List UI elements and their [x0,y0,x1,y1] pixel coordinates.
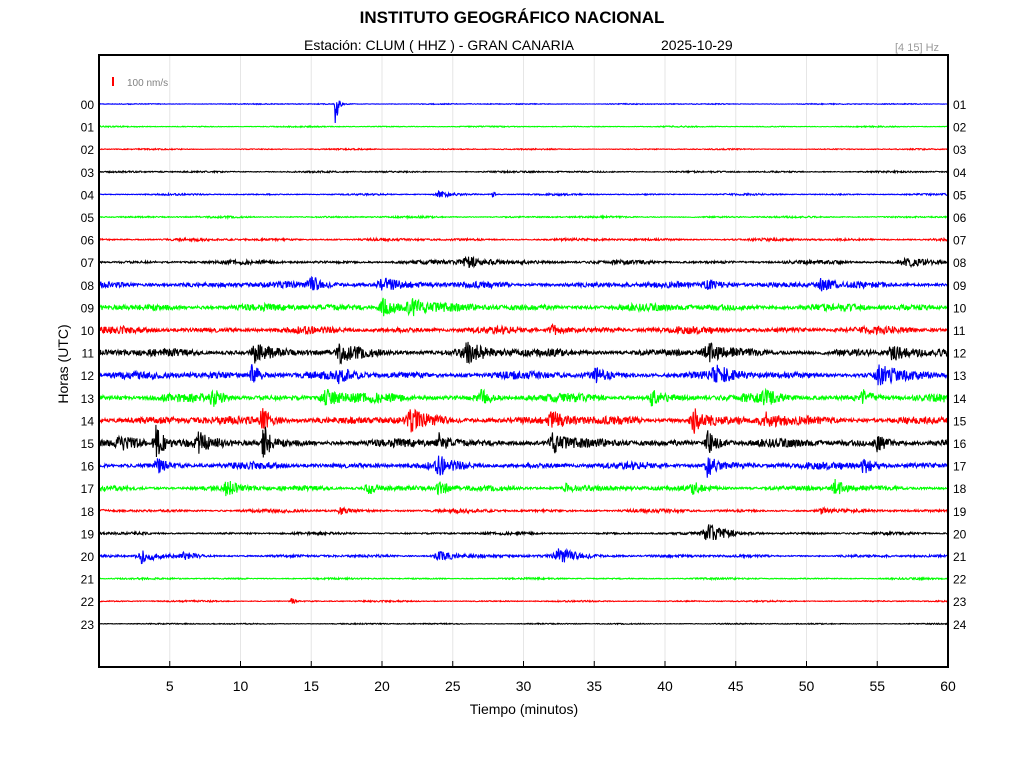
hour-label-left: 22 [81,595,95,609]
hour-label-right: 18 [953,482,967,496]
hour-label-left: 12 [81,369,95,383]
hour-label-right: 07 [953,234,967,248]
trace-hour-01 [98,124,949,129]
chart-title: INSTITUTO GEOGRÁFICO NACIONAL [359,8,665,27]
hour-label-right: 06 [953,211,967,225]
x-tick-label: 45 [728,678,744,694]
trace-hour-20 [98,547,949,565]
x-tick-label: 10 [233,678,249,694]
hour-label-left: 13 [81,392,95,406]
trace-hour-11 [98,341,949,365]
hour-label-right: 03 [953,143,967,157]
x-tick-label: 30 [516,678,532,694]
trace-hour-19 [98,524,949,541]
hour-label-right: 20 [953,527,967,541]
x-tick-label: 15 [303,678,319,694]
hour-label-right: 14 [953,392,967,406]
hour-label-left: 05 [81,211,95,225]
trace-hour-08 [98,275,949,292]
station-label: Estación: CLUM ( HHZ ) - GRAN CANARIA [304,37,574,53]
trace-hour-09 [98,297,949,317]
hour-label-right: 17 [953,460,967,474]
hour-label-left: 19 [81,527,95,541]
hour-label-left: 14 [81,414,95,428]
x-tick-label: 40 [657,678,673,694]
hour-label-right: 16 [953,437,967,451]
hour-label-right: 10 [953,301,967,315]
trace-hour-18 [98,505,949,515]
x-tick-label: 20 [374,678,390,694]
hour-label-right: 22 [953,573,967,587]
trace-hour-10 [98,323,949,336]
trace-hour-21 [98,575,949,582]
hour-label-left: 08 [81,279,95,293]
hour-label-right: 12 [953,347,967,361]
trace-hour-23 [98,622,949,626]
trace-hour-04 [98,189,949,199]
hour-label-left: 20 [81,550,95,564]
grid-lines [169,55,878,667]
hour-label-right: 04 [953,166,967,180]
hour-label-left: 10 [81,324,95,338]
hour-label-left: 07 [81,256,95,270]
hour-label-left: 21 [81,573,95,587]
date-label: 2025-10-29 [661,37,733,53]
hour-label-left: 01 [81,121,95,135]
trace-hour-22 [98,597,949,605]
x-tick-label: 5 [166,678,174,694]
hour-label-right: 11 [953,324,966,338]
hour-label-left: 03 [81,166,95,180]
hour-label-right: 09 [953,279,967,293]
trace-hour-07 [98,255,949,269]
trace-hour-17 [98,479,949,497]
hour-label-left: 02 [81,143,95,157]
hour-label-left: 09 [81,301,95,315]
hour-label-right: 02 [953,121,967,135]
trace-hour-03 [98,169,949,175]
hour-label-left: 06 [81,234,95,248]
x-tick-label: 60 [940,678,956,694]
trace-hour-12 [98,364,949,386]
hour-label-right: 05 [953,188,967,202]
hour-label-right: 08 [953,256,967,270]
trace-hour-06 [98,236,949,243]
axis-tick-labels: 5 10 15 20 25 30 35 40 45 50 55 60 00 01 01 02 02 03 03 04 0… [81,98,967,694]
hour-label-left: 04 [81,188,95,202]
hour-label-right: 21 [953,550,967,564]
hour-label-right: 23 [953,595,967,609]
hour-label-left: 11 [82,347,95,361]
scale-label: 100 nm/s [127,78,168,89]
amplitude-scale: 100 nm/s [112,77,168,89]
hour-label-left: 18 [81,505,95,519]
hour-label-left: 00 [81,98,95,112]
hour-label-left: 17 [81,482,95,496]
trace-hour-14 [98,408,949,434]
hour-label-right: 13 [953,369,967,383]
hour-label-right: 01 [953,98,967,112]
hour-label-left: 15 [81,437,95,451]
x-axis-label: Tiempo (minutos) [469,701,579,717]
x-tick-label: 50 [799,678,815,694]
trace-hour-15 [98,424,949,458]
seismic-traces [98,100,949,626]
trace-hour-13 [98,387,949,407]
hour-label-left: 23 [81,618,95,632]
x-tick-label: 55 [869,678,885,694]
hour-label-left: 16 [81,460,95,474]
trace-hour-05 [98,214,949,221]
filter-band-label: [4 15] Hz [895,42,940,54]
trace-hour-16 [98,455,949,478]
hour-label-right: 19 [953,505,967,519]
hour-label-right: 24 [953,618,967,632]
trace-hour-02 [98,147,949,152]
trace-hour-00 [98,100,948,123]
hour-label-right: 15 [953,414,967,428]
x-tick-label: 35 [586,678,602,694]
x-tick-label: 25 [445,678,461,694]
plot-frame [98,54,949,668]
